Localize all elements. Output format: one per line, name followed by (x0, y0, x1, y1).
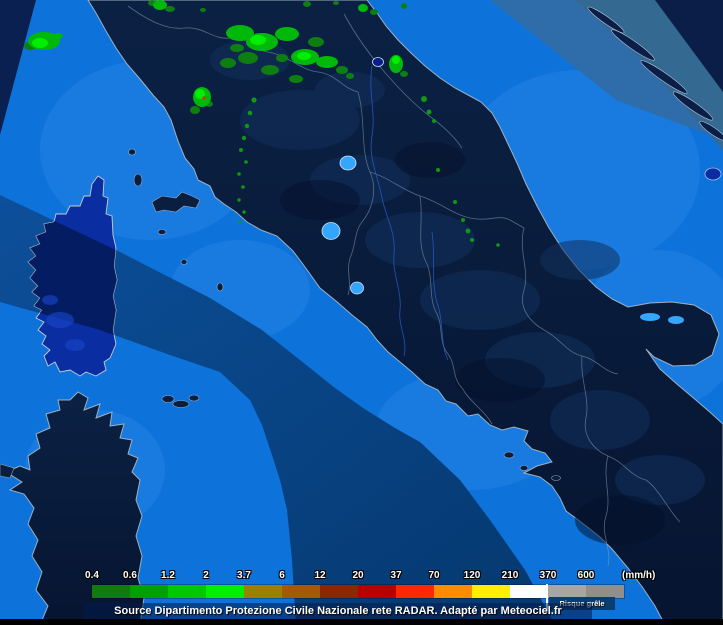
italy-landmass (87, 0, 723, 625)
echo-dot-trail (237, 96, 500, 247)
croatian-islands (587, 6, 723, 141)
attribution-bar: Source Dipartimento Protezione Civile Na… (84, 603, 592, 619)
corner-dark-sector (0, 0, 36, 135)
island-adriatic (704, 167, 722, 181)
corsica-texture (42, 295, 85, 351)
region-borders (127, 5, 681, 567)
rivers (370, 65, 449, 361)
croatia-mainland (655, 0, 723, 92)
echo-red-core (202, 96, 206, 100)
terrain-shading (280, 142, 665, 545)
lakes (321, 57, 684, 324)
bottom-black-strip (0, 619, 723, 625)
sardinia (4, 391, 145, 625)
attribution-text: Source Dipartimento Protezione Civile Na… (114, 605, 562, 617)
radar-shadow-sector (0, 195, 555, 625)
corsica-shadow-band (28, 195, 117, 376)
precip-echoes-green (24, 0, 500, 247)
small-islands (0, 148, 561, 481)
